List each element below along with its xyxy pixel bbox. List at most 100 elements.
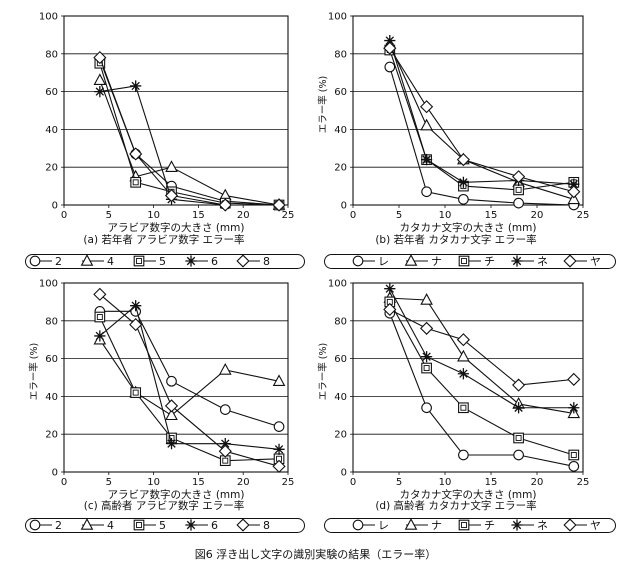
data-point-triangle: [420, 118, 433, 131]
y-tick-label: 0: [52, 201, 58, 212]
data-point-diamond: [383, 41, 397, 55]
data-point-circle: [458, 193, 469, 205]
legend-marker-asterisk: [185, 255, 197, 267]
data-point-square-inner: [132, 179, 139, 186]
legend-label: 5: [159, 519, 166, 532]
legend-marker-square: [133, 519, 145, 531]
legend-marker-diamond: [236, 518, 250, 532]
series-square: [384, 296, 580, 461]
data-point-diamond: [456, 333, 470, 347]
data-point-asterisk: [421, 154, 433, 166]
legend-marker-triangle: [404, 254, 418, 266]
y-tick-label: 100: [39, 12, 58, 23]
data-point-diamond: [420, 100, 434, 114]
legend: レナチネヤ: [352, 518, 601, 532]
legend-label: チ: [484, 519, 495, 532]
series-line: [389, 47, 574, 193]
y-tick-label: 60: [45, 87, 58, 98]
y-tick-label: 0: [52, 468, 58, 479]
data-point-diamond: [93, 51, 107, 65]
series-line: [389, 301, 574, 456]
x-tick-label: 20: [531, 477, 544, 488]
chart-subtitle: (a) 若年者 アラビア数字 エラー率: [83, 233, 244, 246]
y-tick-label: 40: [45, 125, 58, 136]
legend-label: ヤ: [590, 255, 601, 268]
x-axis-title: アラビア数字の大きさ (mm): [108, 221, 245, 234]
x-tick-label: 20: [237, 477, 250, 488]
data-point-circle: [219, 404, 231, 415]
x-tick-label: 25: [577, 210, 590, 221]
series-asterisk: [94, 300, 285, 455]
series-line: [99, 59, 280, 206]
plot-frame: [63, 15, 289, 206]
y-tick-label: 40: [45, 392, 58, 403]
x-tick-label: 10: [439, 477, 452, 488]
data-point-diamond: [164, 399, 179, 413]
legend-label: レ: [378, 255, 389, 268]
data-point-circle: [421, 402, 432, 414]
data-point-square-inner: [96, 314, 103, 320]
plot-frame: [63, 282, 289, 473]
data-point-circle: [458, 449, 469, 461]
y-tick-label: 80: [45, 316, 58, 327]
legend-marker-triangle: [80, 518, 94, 530]
data-point-square: [94, 311, 106, 323]
data-point-circle: [166, 375, 177, 387]
data-point-triangle: [272, 374, 286, 387]
data-point-circle: [513, 449, 524, 461]
data-point-square-inner: [570, 452, 577, 458]
legend-marker-square: [458, 519, 470, 531]
x-tick-label: 25: [577, 477, 590, 488]
legend-marker-asterisk: [511, 519, 523, 531]
x-tick-label: 0: [61, 210, 67, 221]
series-diamond: [383, 41, 581, 199]
series-line: [389, 44, 574, 200]
data-point-square: [130, 387, 142, 398]
data-point-triangle: [457, 349, 470, 362]
legend-label: ナ: [431, 519, 442, 532]
x-tick-label: 5: [396, 477, 402, 488]
y-tick-label: 100: [328, 279, 347, 290]
data-point-diamond: [272, 198, 286, 212]
legend-label: ヤ: [590, 519, 601, 532]
y-tick-label: 80: [45, 49, 58, 60]
legend-marker-square: [458, 255, 470, 267]
chart-panel-2: 0 20 40 60 80 100 0 5 10 15 20 25 カタカナ文字の大きさ (mm) エラー…: [317, 12, 601, 269]
legend: 2 4 5 6 8: [29, 518, 270, 532]
series-diamond: [93, 51, 286, 212]
legend-label: 6: [211, 519, 218, 532]
data-point-square: [513, 184, 524, 196]
series-triangle: [93, 332, 286, 421]
y-tick-label: 0: [341, 468, 347, 479]
legend-frame-d: [324, 518, 616, 533]
y-tick-label: 60: [334, 354, 347, 365]
series-line: [99, 85, 280, 206]
x-axis-title: カタカナ文字の大きさ (mm): [400, 488, 537, 501]
y-tick-label: 20: [45, 430, 58, 441]
legend-marker-asterisk: [511, 255, 523, 267]
legend-marker-diamond: [563, 254, 577, 268]
legend-marker-asterisk: [185, 519, 197, 531]
data-point-asterisk: [384, 283, 396, 295]
series-line: [99, 339, 280, 416]
legend-marker-square-inner: [461, 522, 467, 528]
legend-marker-diamond: [563, 518, 577, 532]
data-point-circle: [513, 197, 524, 209]
data-point-diamond: [218, 444, 232, 458]
data-point-diamond: [420, 321, 434, 335]
data-point-square-inner: [222, 457, 229, 464]
x-tick-label: 10: [147, 210, 160, 221]
legend-marker-diamond: [236, 254, 250, 268]
data-point-diamond: [383, 302, 397, 317]
data-point-asterisk: [568, 402, 580, 414]
data-point-square: [458, 402, 469, 414]
x-tick-label: 0: [61, 477, 67, 488]
data-point-circle: [421, 186, 432, 198]
legend-marker-square: [133, 255, 145, 267]
figure-caption: 図6 浮き出し文字の識別実験の結果（エラー率）: [194, 548, 437, 561]
data-point-triangle: [93, 73, 107, 86]
plot-frame: [352, 282, 584, 473]
